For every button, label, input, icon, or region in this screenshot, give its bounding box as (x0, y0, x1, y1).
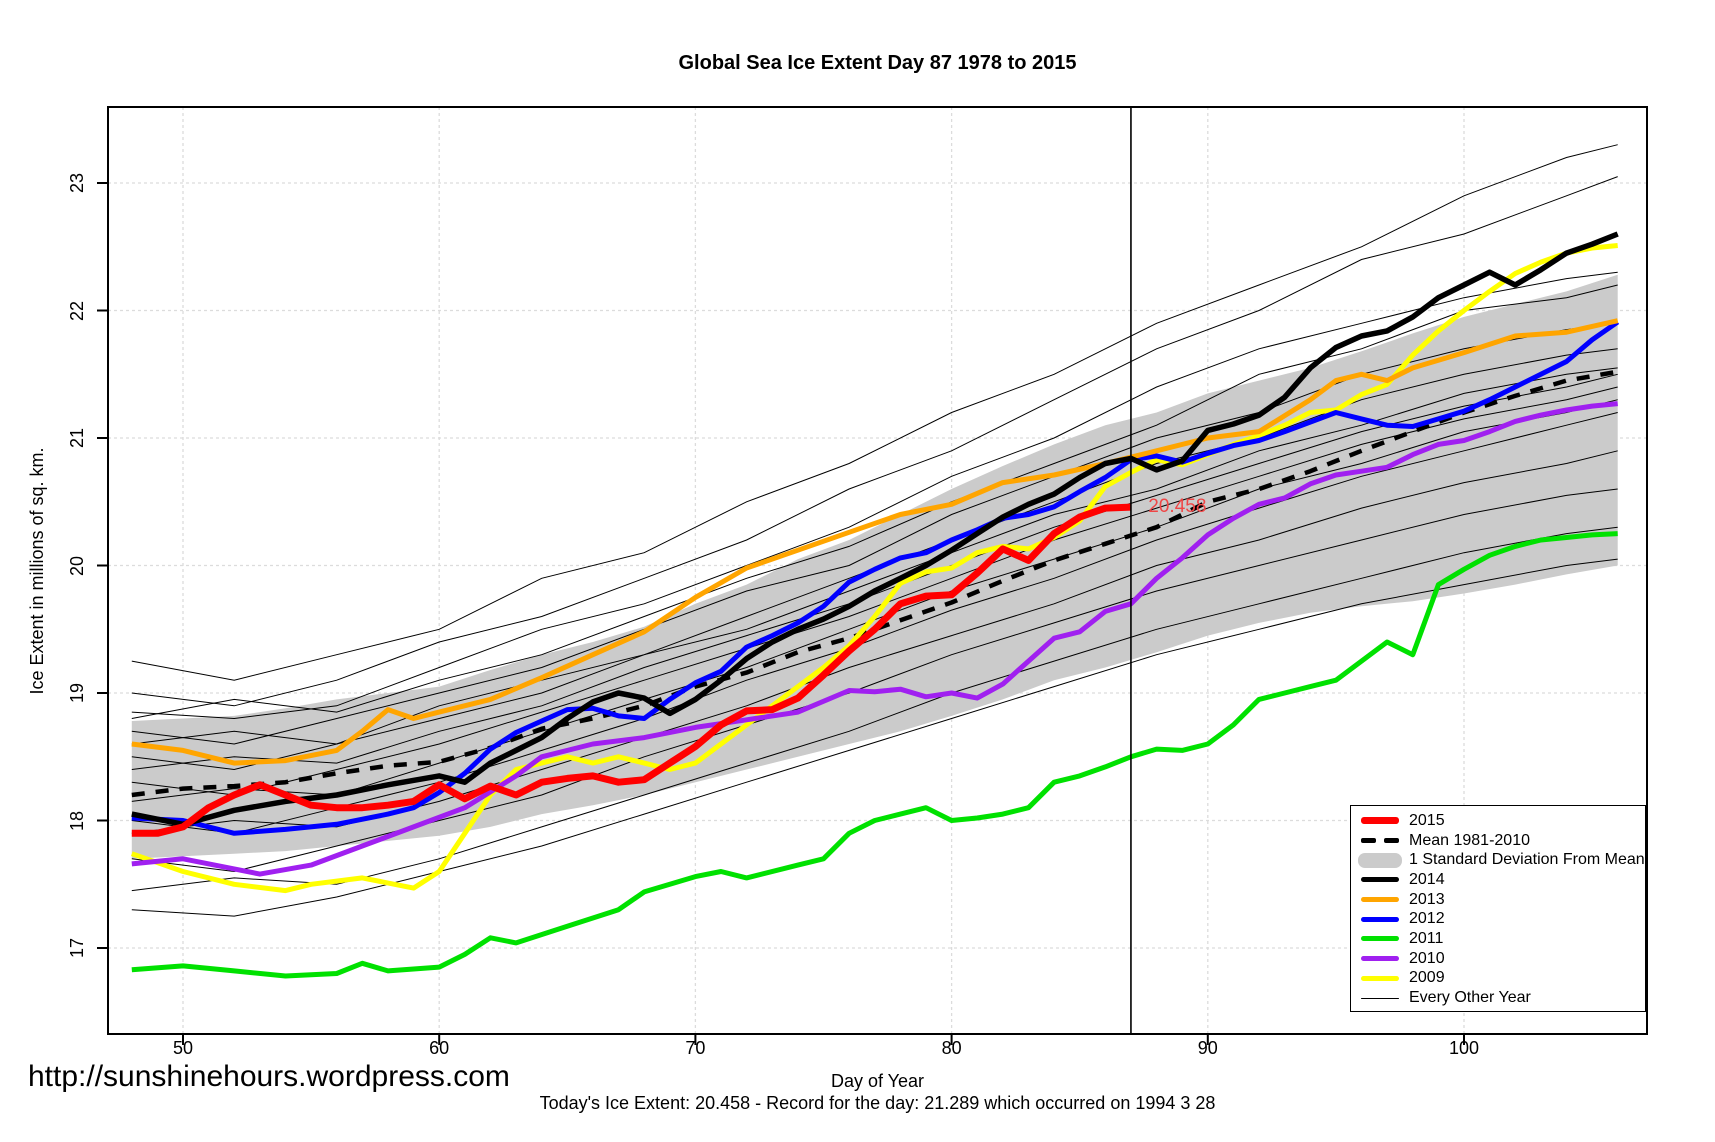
legend-swatch-icon (1351, 877, 1409, 883)
series-2011-line (131, 531, 1618, 979)
legend-label: 2012 (1409, 910, 1445, 928)
y-tick-label: 23 (67, 172, 87, 194)
series-mean-1981-2010-line (131, 369, 1619, 798)
legend-label: 2011 (1409, 929, 1444, 947)
footer-caption: Today's Ice Extent: 20.458 - Record for … (539, 1093, 1216, 1113)
series-2015-line (131, 503, 1132, 837)
every-other-year-line (131, 176, 1618, 707)
legend-label: Every Other Year (1409, 989, 1531, 1007)
legend-swatch-icon (1351, 997, 1409, 999)
legend-item-mean-1981-2010: Mean 1981-2010 (1351, 831, 1645, 851)
legend-label: 2015 (1409, 811, 1445, 829)
legend-swatch-icon (1351, 852, 1409, 868)
x-tick-label: 80 (941, 1038, 962, 1058)
legend-swatch-icon (1351, 838, 1409, 844)
legend-swatch-icon (1351, 936, 1409, 942)
every-other-year-line (131, 322, 1618, 745)
watermark-url: http://sunshinehours.wordpress.com (28, 1060, 510, 1093)
legend-label: Mean 1981-2010 (1409, 831, 1530, 849)
x-axis-title: Day of Year (830, 1071, 925, 1091)
x-tick-label: 100 (1448, 1038, 1480, 1058)
y-tick-label: 21 (67, 427, 87, 449)
legend-item-2010: 2010 (1351, 949, 1645, 969)
legend-item-1-standard-deviation-from-mean: 1 Standard Deviation From Mean (1351, 850, 1645, 870)
legend-label: 2014 (1409, 870, 1445, 888)
x-tick-label: 60 (429, 1038, 450, 1058)
every-other-year-line (131, 284, 1618, 719)
plot-frame (107, 106, 1648, 1035)
legend-item-2015: 2015 (1351, 811, 1645, 831)
x-tick-label: 90 (1197, 1038, 1218, 1058)
legend-swatch-icon (1351, 897, 1409, 903)
legend-label: 2010 (1409, 949, 1445, 967)
every-other-year-line (131, 367, 1618, 771)
every-other-year-line (131, 488, 1618, 873)
today-extent-annotation: 20.458 (1148, 496, 1207, 518)
every-other-year-line (131, 526, 1618, 892)
every-other-year-line (131, 386, 1618, 796)
legend-item-every-other-year: Every Other Year (1351, 988, 1645, 1008)
y-axis-title: Ice Extent in millions of sq. km. (27, 447, 47, 695)
x-tick-label: 50 (172, 1038, 194, 1058)
legend-item-2012: 2012 (1351, 909, 1645, 929)
y-tick-label: 20 (67, 555, 87, 576)
y-tick-label: 17 (67, 937, 87, 959)
legend-swatch-icon (1351, 817, 1409, 825)
legend-swatch-icon (1351, 956, 1409, 962)
legend-swatch-icon (1351, 975, 1409, 981)
every-other-year-line (131, 144, 1618, 681)
series-2010-line (131, 401, 1618, 877)
legend-item-2009: 2009 (1351, 969, 1645, 989)
every-other-year-line (131, 412, 1618, 834)
every-other-year-line (131, 271, 1618, 720)
legend-item-2011: 2011 (1351, 929, 1645, 949)
chart-title: Global Sea Ice Extent Day 87 1978 to 201… (678, 52, 1077, 74)
every-other-year-line (131, 399, 1618, 802)
series-2014-line (131, 231, 1619, 828)
legend-label: 2013 (1409, 890, 1445, 908)
y-tick-label: 18 (67, 810, 87, 831)
legend-item-2014: 2014 (1351, 870, 1645, 890)
series-2013-line (131, 318, 1619, 766)
legend-item-2013: 2013 (1351, 890, 1645, 910)
x-tick-label: 70 (685, 1038, 706, 1058)
y-tick-label: 19 (67, 682, 87, 704)
legend-label: 1 Standard Deviation From Mean (1409, 851, 1645, 869)
legend-label: 2009 (1409, 969, 1445, 987)
legend: 2015 Mean 1981-2010 1 Standard Deviation F… (1350, 805, 1646, 1012)
legend-swatch-icon (1351, 916, 1409, 922)
series-2012-line (131, 319, 1620, 836)
y-tick-label: 22 (67, 300, 87, 321)
